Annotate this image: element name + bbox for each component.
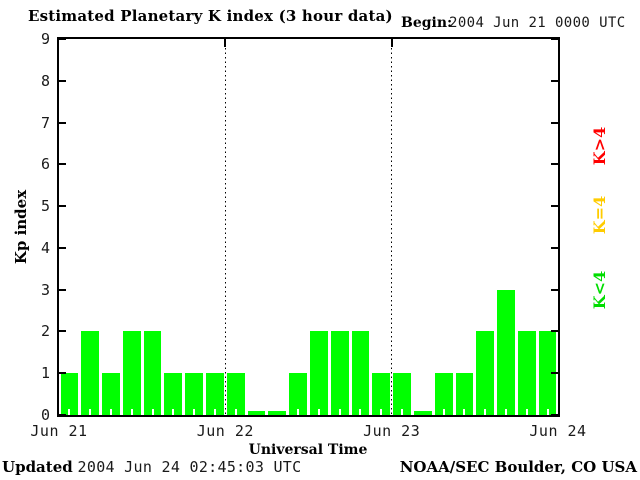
kp-bar — [538, 331, 557, 415]
bar-base-tick — [151, 409, 154, 415]
bar-base-tick — [234, 409, 237, 415]
begin-label: Begin: — [401, 15, 453, 31]
bar-base-tick — [484, 409, 487, 415]
bar-base-tick — [130, 409, 133, 415]
kp-bar — [455, 373, 474, 415]
updated-label: Updated — [2, 458, 73, 476]
y-tick-label: 2 — [40, 322, 50, 341]
y-axis-tick — [59, 163, 66, 166]
kp-bar — [476, 331, 495, 415]
y-tick-label: 8 — [40, 71, 50, 90]
kp-bar — [289, 373, 307, 415]
kp-bar — [517, 331, 536, 415]
kp-bar — [497, 289, 515, 415]
kp-bar — [60, 373, 79, 415]
kp-bar — [351, 331, 370, 415]
kp-bar — [206, 373, 224, 415]
x-tick-label: Jun 23 — [363, 422, 421, 440]
y-axis-tick — [551, 414, 558, 416]
bar-base-tick — [193, 409, 196, 415]
bar-base-tick — [380, 409, 383, 415]
bar-base-tick — [546, 409, 549, 415]
y-axis-tick — [551, 372, 558, 375]
y-axis-tick — [59, 330, 66, 333]
x-tick-label: Jun 21 — [30, 422, 88, 440]
bar-base-tick — [68, 409, 71, 415]
bar-base-tick — [463, 409, 466, 415]
x-axis-top-tick — [224, 39, 227, 47]
y-tick-label: 0 — [40, 406, 50, 424]
kp-bar — [164, 373, 183, 415]
updated-value: 2004 Jun 24 02:45:03 UTC — [77, 458, 302, 476]
y-tick-label: 9 — [40, 30, 50, 48]
y-axis-tick — [59, 121, 66, 124]
kp-bar — [226, 373, 245, 415]
legend-item-k-eq-4: K=4 — [590, 195, 609, 235]
y-tick-label: 4 — [40, 238, 50, 257]
bar-base-tick — [172, 409, 175, 415]
kp-bar — [268, 411, 287, 415]
kp-bar — [102, 373, 120, 415]
y-axis-tick — [551, 121, 558, 124]
y-tick-label: 1 — [40, 364, 50, 383]
y-tick-label: 5 — [40, 197, 50, 216]
y-axis-tick — [59, 414, 66, 416]
plot-box — [57, 37, 560, 417]
y-axis-tick — [59, 288, 66, 291]
x-tick-label: Jun 24 — [529, 422, 587, 440]
bar-base-tick — [359, 409, 362, 415]
y-axis-tick — [551, 330, 558, 333]
bar-base-tick — [317, 409, 320, 415]
bar-base-tick — [297, 409, 300, 415]
begin-value: 2004 Jun 21 0000 UTC — [449, 15, 626, 31]
kp-bar — [185, 373, 204, 415]
bar-base-tick — [505, 409, 508, 415]
y-axis-tick — [551, 38, 558, 40]
plot-area — [59, 38, 558, 416]
y-axis-tick — [551, 246, 558, 249]
bar-base-tick — [338, 409, 341, 415]
kp-bar — [434, 373, 453, 415]
y-tick-label: 7 — [40, 113, 50, 132]
kp-bar — [143, 331, 162, 415]
legend-item-k-lt-4: K<4 — [590, 270, 609, 310]
day-boundary-dotted-line — [224, 39, 226, 415]
y-axis-tick — [551, 163, 558, 166]
y-axis-tick — [551, 205, 558, 208]
kp-bar — [310, 331, 328, 415]
y-axis-tick — [551, 79, 558, 82]
day-boundary-dotted-line — [391, 39, 393, 415]
bar-base-tick — [109, 409, 112, 415]
y-axis-tick — [59, 79, 66, 82]
kp-bar — [81, 331, 100, 415]
legend-item-k-gt-4: K>4 — [590, 126, 609, 166]
y-axis-tick — [59, 38, 66, 40]
y-axis-tick — [59, 246, 66, 249]
kp-bar — [393, 373, 411, 415]
chart-title: Estimated Planetary K index (3 hour data… — [28, 7, 393, 25]
bar-base-tick — [213, 409, 216, 415]
kp-bar — [413, 411, 432, 415]
kp-bar — [247, 411, 266, 415]
y-axis-tick — [551, 288, 558, 291]
y-tick-label: 3 — [40, 280, 50, 299]
y-tick-label: 6 — [40, 155, 50, 174]
bar-base-tick — [442, 409, 445, 415]
bar-base-tick — [89, 409, 92, 415]
x-tick-label: Jun 22 — [196, 422, 254, 440]
bar-base-tick — [401, 409, 404, 415]
y-axis-tick — [59, 205, 66, 208]
updated-line: Updated 2004 Jun 24 02:45:03 UTC — [2, 458, 301, 476]
x-axis-top-tick — [390, 39, 393, 47]
kp-bar — [372, 373, 391, 415]
x-axis-label: Universal Time — [248, 442, 368, 458]
kp-bar — [122, 331, 141, 415]
y-axis-tick — [59, 372, 66, 375]
source-credit: NOAA/SEC Boulder, CO USA — [399, 458, 637, 476]
bar-base-tick — [525, 409, 528, 415]
kp-bar — [330, 331, 349, 415]
